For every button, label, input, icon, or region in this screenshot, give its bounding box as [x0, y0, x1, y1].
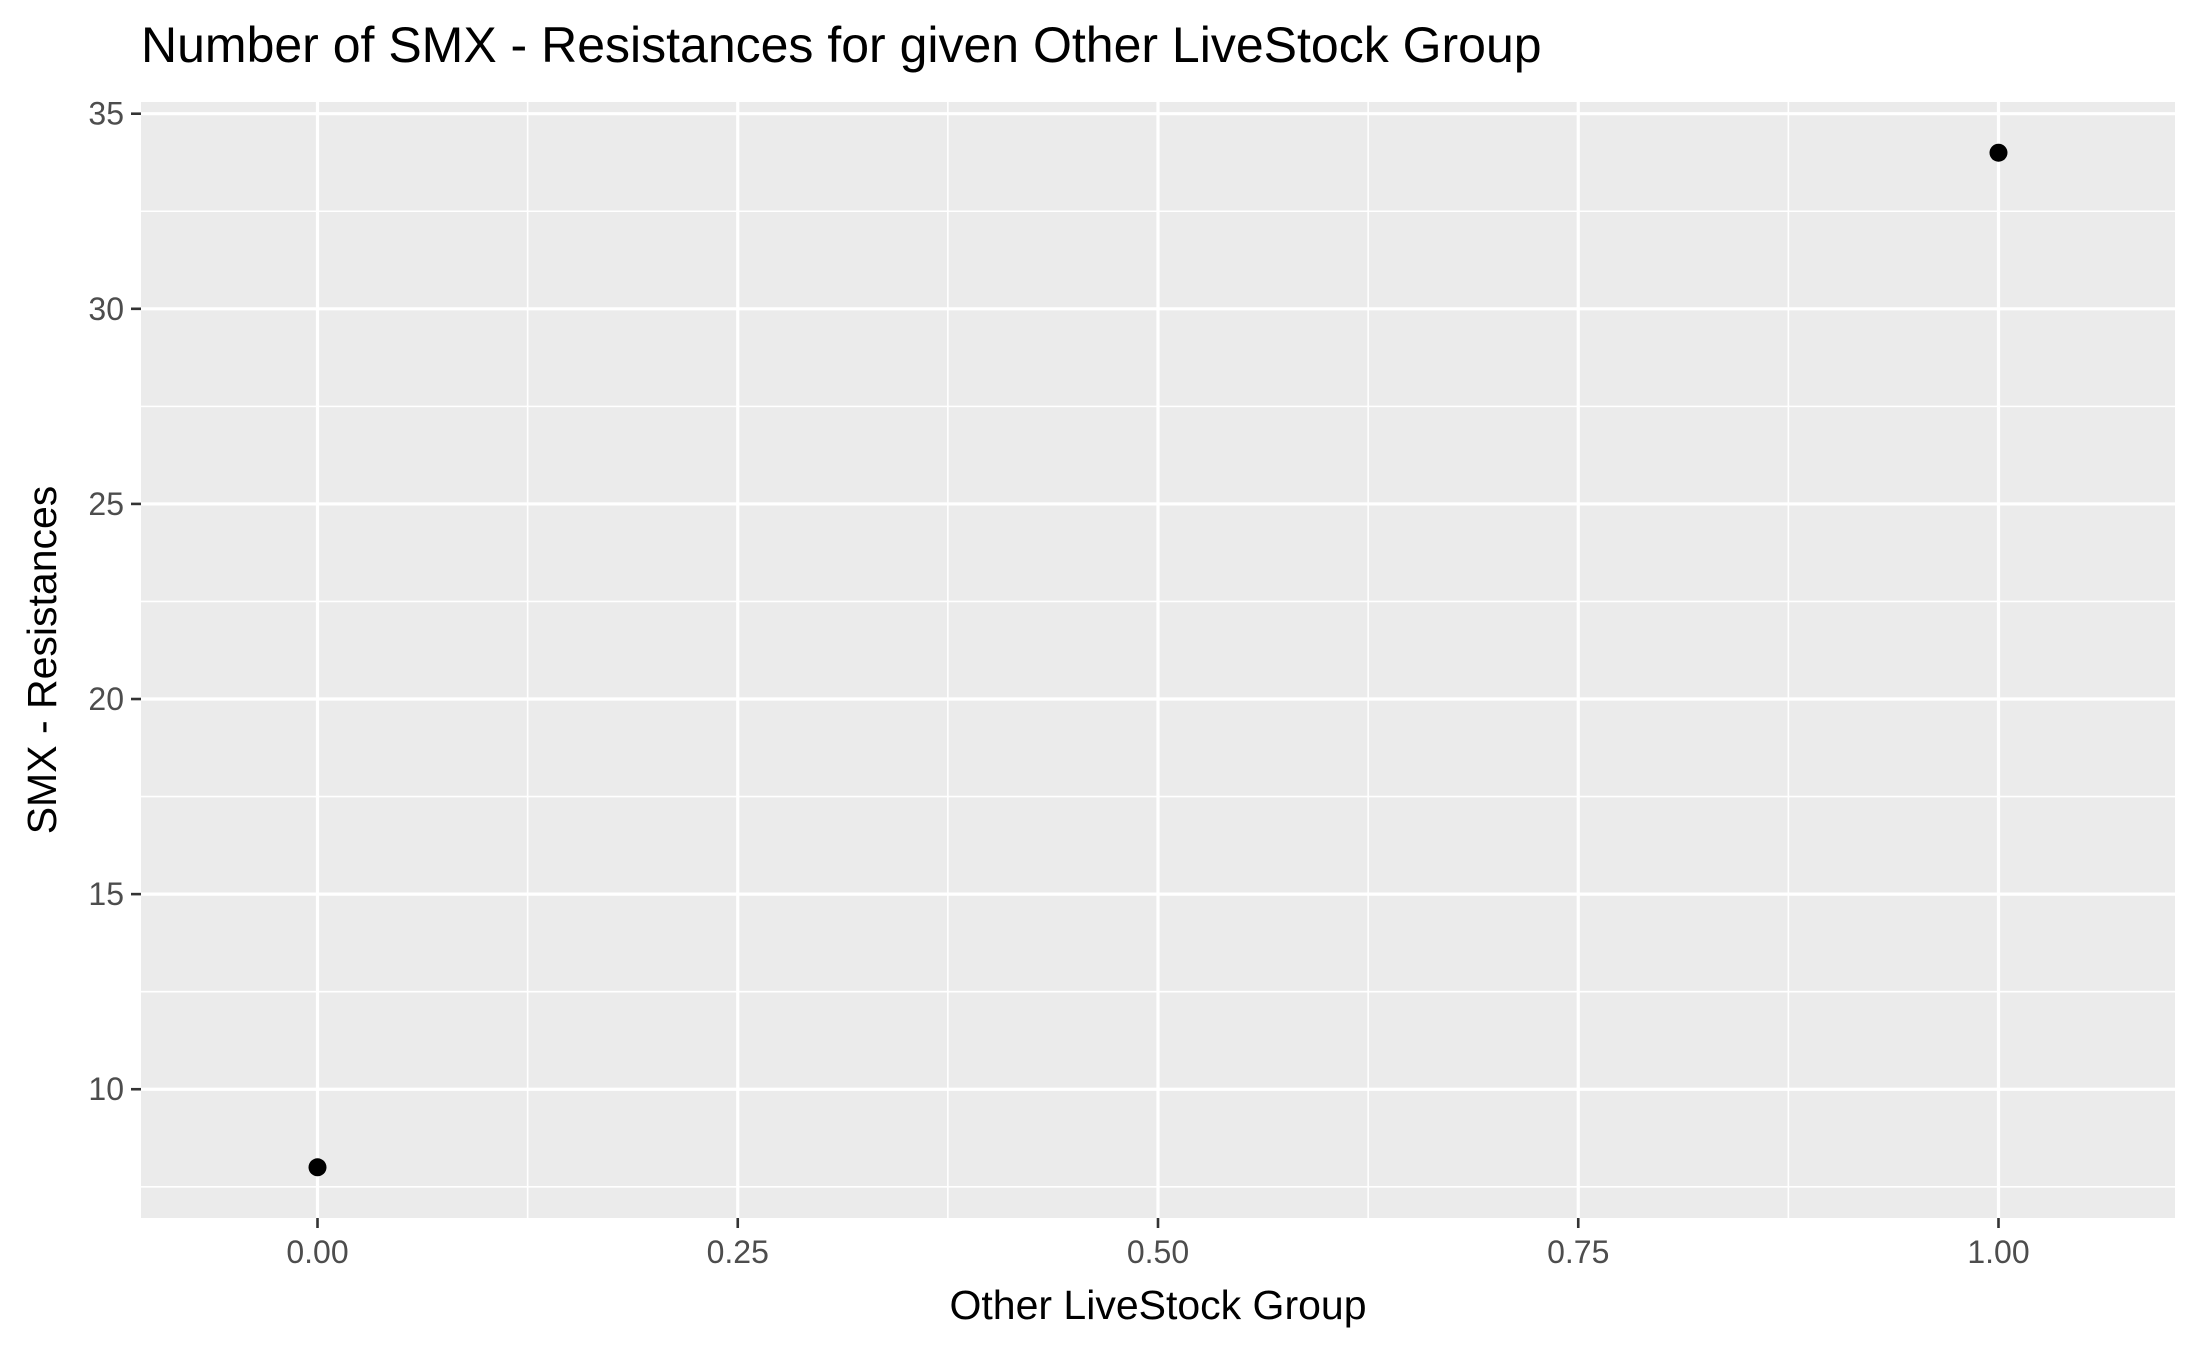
- x-tick-label: 0.50: [1127, 1234, 1189, 1270]
- x-axis-ticks: 0.00 0.25 0.50 0.75 1.00: [286, 1218, 2030, 1270]
- y-axis-title: SMX - Resistances: [19, 486, 65, 835]
- data-points: [308, 143, 2008, 1177]
- y-tick-label: 25: [88, 486, 124, 522]
- y-tick-label: 35: [88, 96, 124, 132]
- x-tick-label: 1.00: [1967, 1234, 2029, 1270]
- data-point: [1989, 143, 2008, 162]
- chart-title: Number of SMX - Resistances for given Ot…: [141, 17, 1542, 73]
- y-tick-label: 15: [88, 876, 124, 912]
- y-axis-ticks: 10 15 20 25 30 35: [88, 96, 141, 1107]
- y-tick-label: 30: [88, 291, 124, 327]
- major-gridlines: [141, 102, 2175, 1218]
- x-axis-title: Other LiveStock Group: [949, 1282, 1366, 1328]
- y-tick-label: 10: [88, 1071, 124, 1107]
- x-tick-label: 0.00: [286, 1234, 348, 1270]
- x-tick-label: 0.25: [707, 1234, 769, 1270]
- y-tick-label: 20: [88, 681, 124, 717]
- x-tick-label: 0.75: [1547, 1234, 1609, 1270]
- data-point: [308, 1158, 327, 1177]
